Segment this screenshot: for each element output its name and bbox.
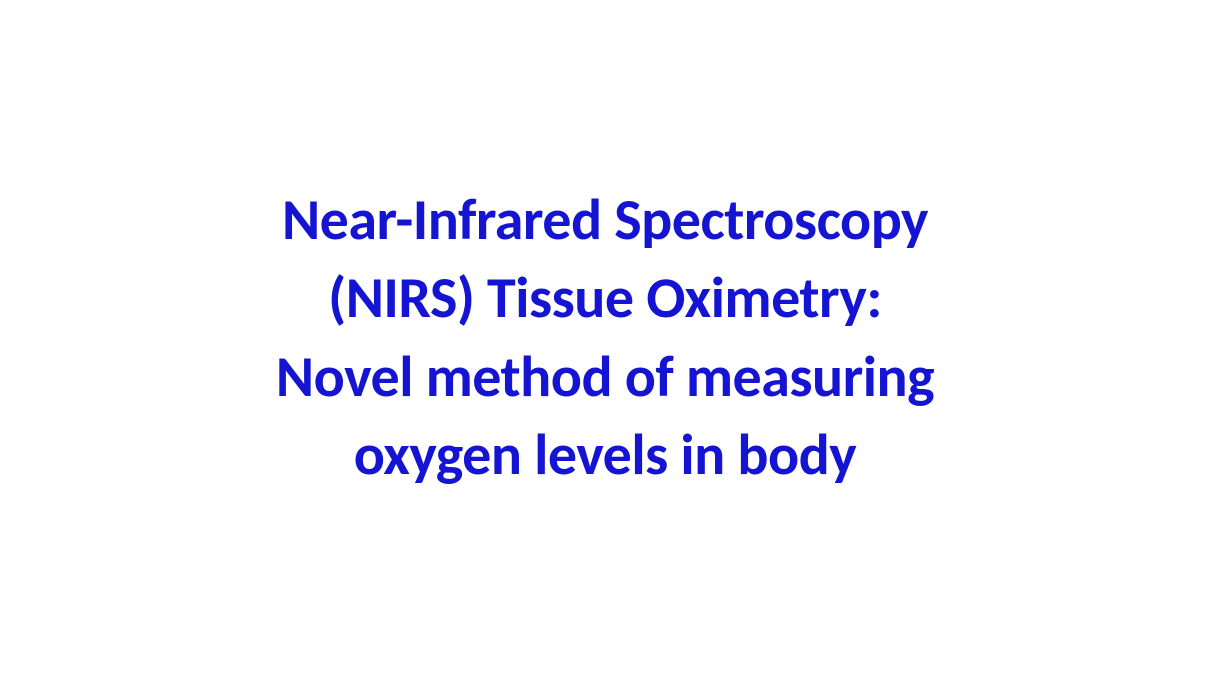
slide-title: Near-Infrared Spectroscopy (NIRS) Tissue… <box>60 181 1150 494</box>
title-line-3: Novel method of measuring <box>276 341 934 412</box>
slide-container: Near-Infrared Spectroscopy (NIRS) Tissue… <box>0 181 1210 494</box>
title-line-2: (NIRS) Tissue Oximetry: <box>328 262 882 333</box>
title-line-4: oxygen levels in body <box>354 419 857 490</box>
title-line-1: Near-Infrared Spectroscopy <box>282 184 928 255</box>
